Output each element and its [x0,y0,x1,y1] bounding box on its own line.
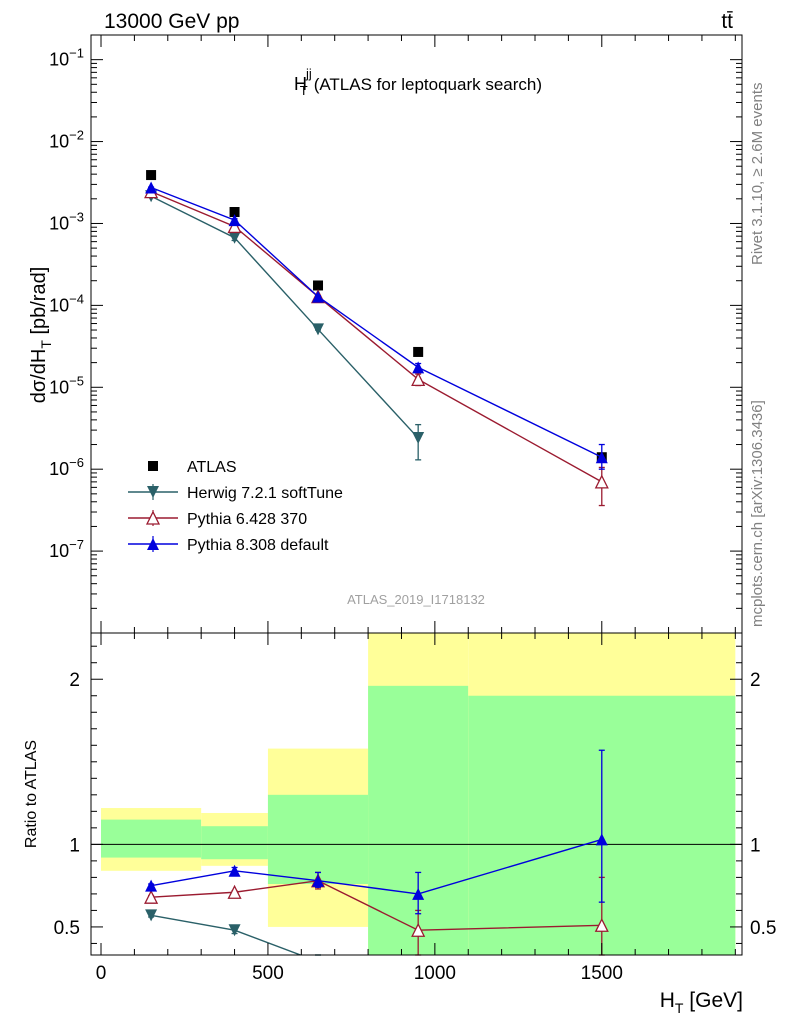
legend-label: Pythia 8.308 default [187,537,329,554]
ratio-point [412,887,425,900]
mcplots-site-label: mcplots.cern.ch [arXiv:1306.3436] [749,400,766,627]
ratio-ticks [91,633,742,955]
title-main: H [294,74,307,94]
ylabel-main: dσ/dH [28,349,50,404]
main-y-tick-label: 10−6 [49,455,84,479]
main-y-tick-label: 10−5 [49,373,84,397]
legend-marker [147,486,159,498]
ratio-y-axis-label: Ratio to ATLAS [23,740,40,848]
x-tick-label: 1000 [414,963,456,984]
ylabel-rest: [pb/rad] [28,267,50,340]
data-point [312,290,325,303]
main-y-tick-label: 10−1 [49,46,84,70]
analysis-watermark: ATLAS_2019_I1718132 [347,592,485,607]
legend-label: Pythia 6.428 370 [187,511,307,528]
x-tick-label: 1500 [581,963,623,984]
series-line [150,195,419,439]
main-y-axis-label: dσ/dHT [pb/rad] [28,267,54,404]
data-point [413,346,424,357]
data-point [412,432,425,445]
data-point [228,214,241,227]
ratio-tick-labels: 0.5 0.5 1 1 2 2 0 500 1000 1500 [54,670,777,984]
main-panel: 10−1 10−2 10−3 10−4 10−5 10−6 10−7 Hjj T (ATLAS … [28,34,743,634]
ratio-y-tick-label-left: 2 [69,670,80,691]
x-tick-label: 0 [96,963,107,984]
ratio-y-tick-label-right: 0.5 [750,918,776,939]
main-y-tick-label: 10−2 [49,128,84,152]
ratio-series-triangle-up [145,749,608,915]
series-triangle-down [145,190,425,461]
data-point [412,361,425,374]
rivet-version-label: Rivet 3.1.10, ≥ 2.6M events [749,83,766,266]
ratio-point [227,884,242,899]
data-point [411,371,426,386]
legend-marker [148,461,158,471]
plot-title: Hjj T (ATLAS for leptoquark search) [294,66,542,98]
data-point [229,207,240,218]
ratio-series [144,749,609,956]
xlabel-main: H [660,989,675,1012]
ratio-point [228,924,241,937]
main-y-tick-label: 10−3 [49,209,84,233]
ratio-point [411,922,426,937]
ratio-y-tick-label-left: 1 [69,835,80,856]
series-square [146,170,607,463]
ratio-point [145,909,158,922]
ratio-point [145,879,158,892]
data-point [228,231,241,244]
ratio-series-triangle-down [145,909,322,956]
ratio-frame [90,632,743,956]
ratio-panel: 0.5 0.5 1 1 2 2 0 500 1000 1500 Ratio to ATLAS HT… [23,632,777,1016]
legend: ATLAS Herwig 7.2.1 softTune Pythia 6.428 3… [128,459,343,554]
legend-marker [145,510,161,525]
ratio-point [228,864,241,877]
legend-marker [147,538,159,550]
ratio-y-tick-label-right: 1 [750,835,761,856]
main-y-tick-label: 10−7 [49,537,84,561]
ratio-y-tick-label-right: 2 [750,670,761,691]
ratio-point [595,833,608,846]
x-axis-label: HT [GeV] [660,989,743,1016]
data-point [595,451,608,464]
main-tick-labels: 10−1 10−2 10−3 10−4 10−5 10−6 10−7 [49,46,84,561]
data-point [227,218,242,234]
title-rest: (ATLAS for leptoquark search) [314,75,542,94]
main-ticks [91,34,742,634]
title-sup: jj [305,66,312,81]
stat-uncertainty-band [101,819,202,858]
stat-uncertainty-band [201,826,268,860]
data-point [594,474,609,489]
series-line [150,186,603,458]
ratio-y-tick-label-left: 0.5 [54,918,80,939]
ratio-point [144,889,159,904]
process-label: 13000 GeV pp [104,10,239,33]
main-series [144,170,609,507]
data-point [145,181,158,194]
series-triangle-up [145,181,608,470]
main-y-tick-label: 10−4 [49,291,84,315]
series-triangle-open [144,184,609,507]
data-point [312,323,325,336]
final-state-label: tt̄ [721,10,733,33]
stat-uncertainty-band [267,794,369,884]
xlabel-sub: T [675,1000,684,1016]
ratio-point [594,917,609,932]
legend-label: Herwig 7.2.1 softTune [187,485,343,502]
xlabel-rest: [GeV] [683,989,743,1012]
ylabel-sub: T [38,340,54,349]
ratio-point [312,874,325,887]
data-point [313,280,324,291]
title-sub: T [300,83,308,98]
series-line [150,190,603,483]
legend-label: ATLAS [187,459,237,476]
x-tick-label: 500 [252,963,284,984]
data-point [146,170,157,181]
